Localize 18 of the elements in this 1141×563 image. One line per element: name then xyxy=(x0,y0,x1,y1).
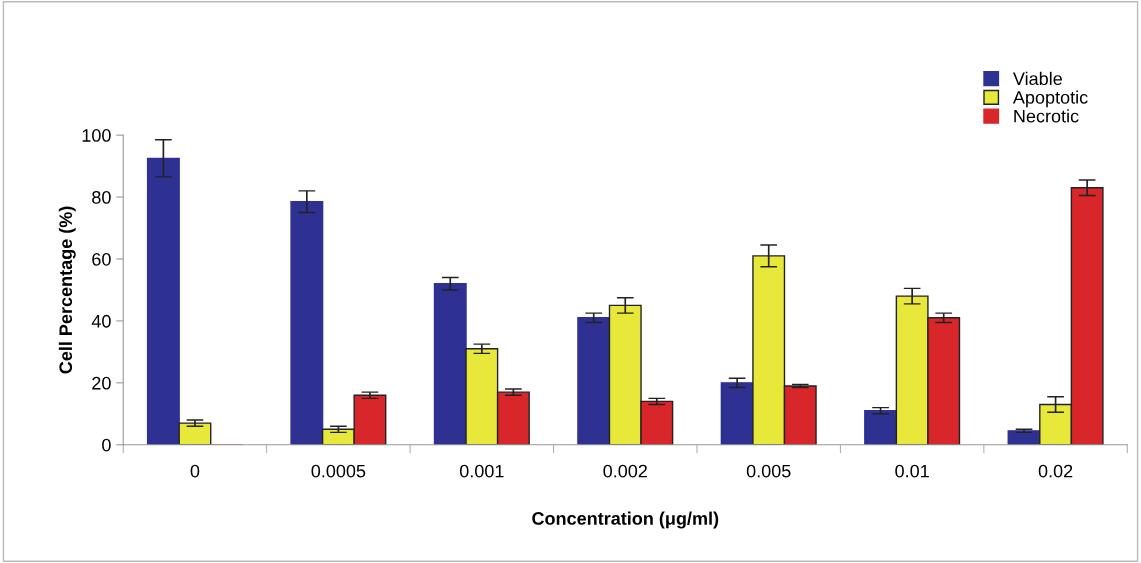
x-tick-label: 0.01 xyxy=(895,464,929,478)
y-tick-label: 80 xyxy=(92,190,111,204)
x-tick-label: 0.02 xyxy=(1038,464,1073,478)
x-tick-label: 0.0005 xyxy=(311,464,366,478)
x-tick-label: 0.001 xyxy=(459,464,504,478)
y-tick-label: 20 xyxy=(92,376,111,390)
x-tick-label: 0.002 xyxy=(603,464,647,478)
x-tick-label: 0.005 xyxy=(746,464,791,478)
x-tick-label: 0 xyxy=(190,464,200,478)
legend-label: Viable xyxy=(1012,71,1062,86)
legend-label: Necrotic xyxy=(1014,109,1079,123)
y-axis-title: Cell Percentage (%) xyxy=(58,206,76,374)
y-tick-label: 0 xyxy=(102,438,111,452)
y-tick-label: 40 xyxy=(91,314,111,328)
x-axis-title: Concentration (μg/ml) xyxy=(532,511,719,529)
y-tick-label: 100 xyxy=(82,129,111,142)
legend-label: Apoptotic xyxy=(1012,90,1088,108)
y-tick-label: 60 xyxy=(92,252,111,266)
